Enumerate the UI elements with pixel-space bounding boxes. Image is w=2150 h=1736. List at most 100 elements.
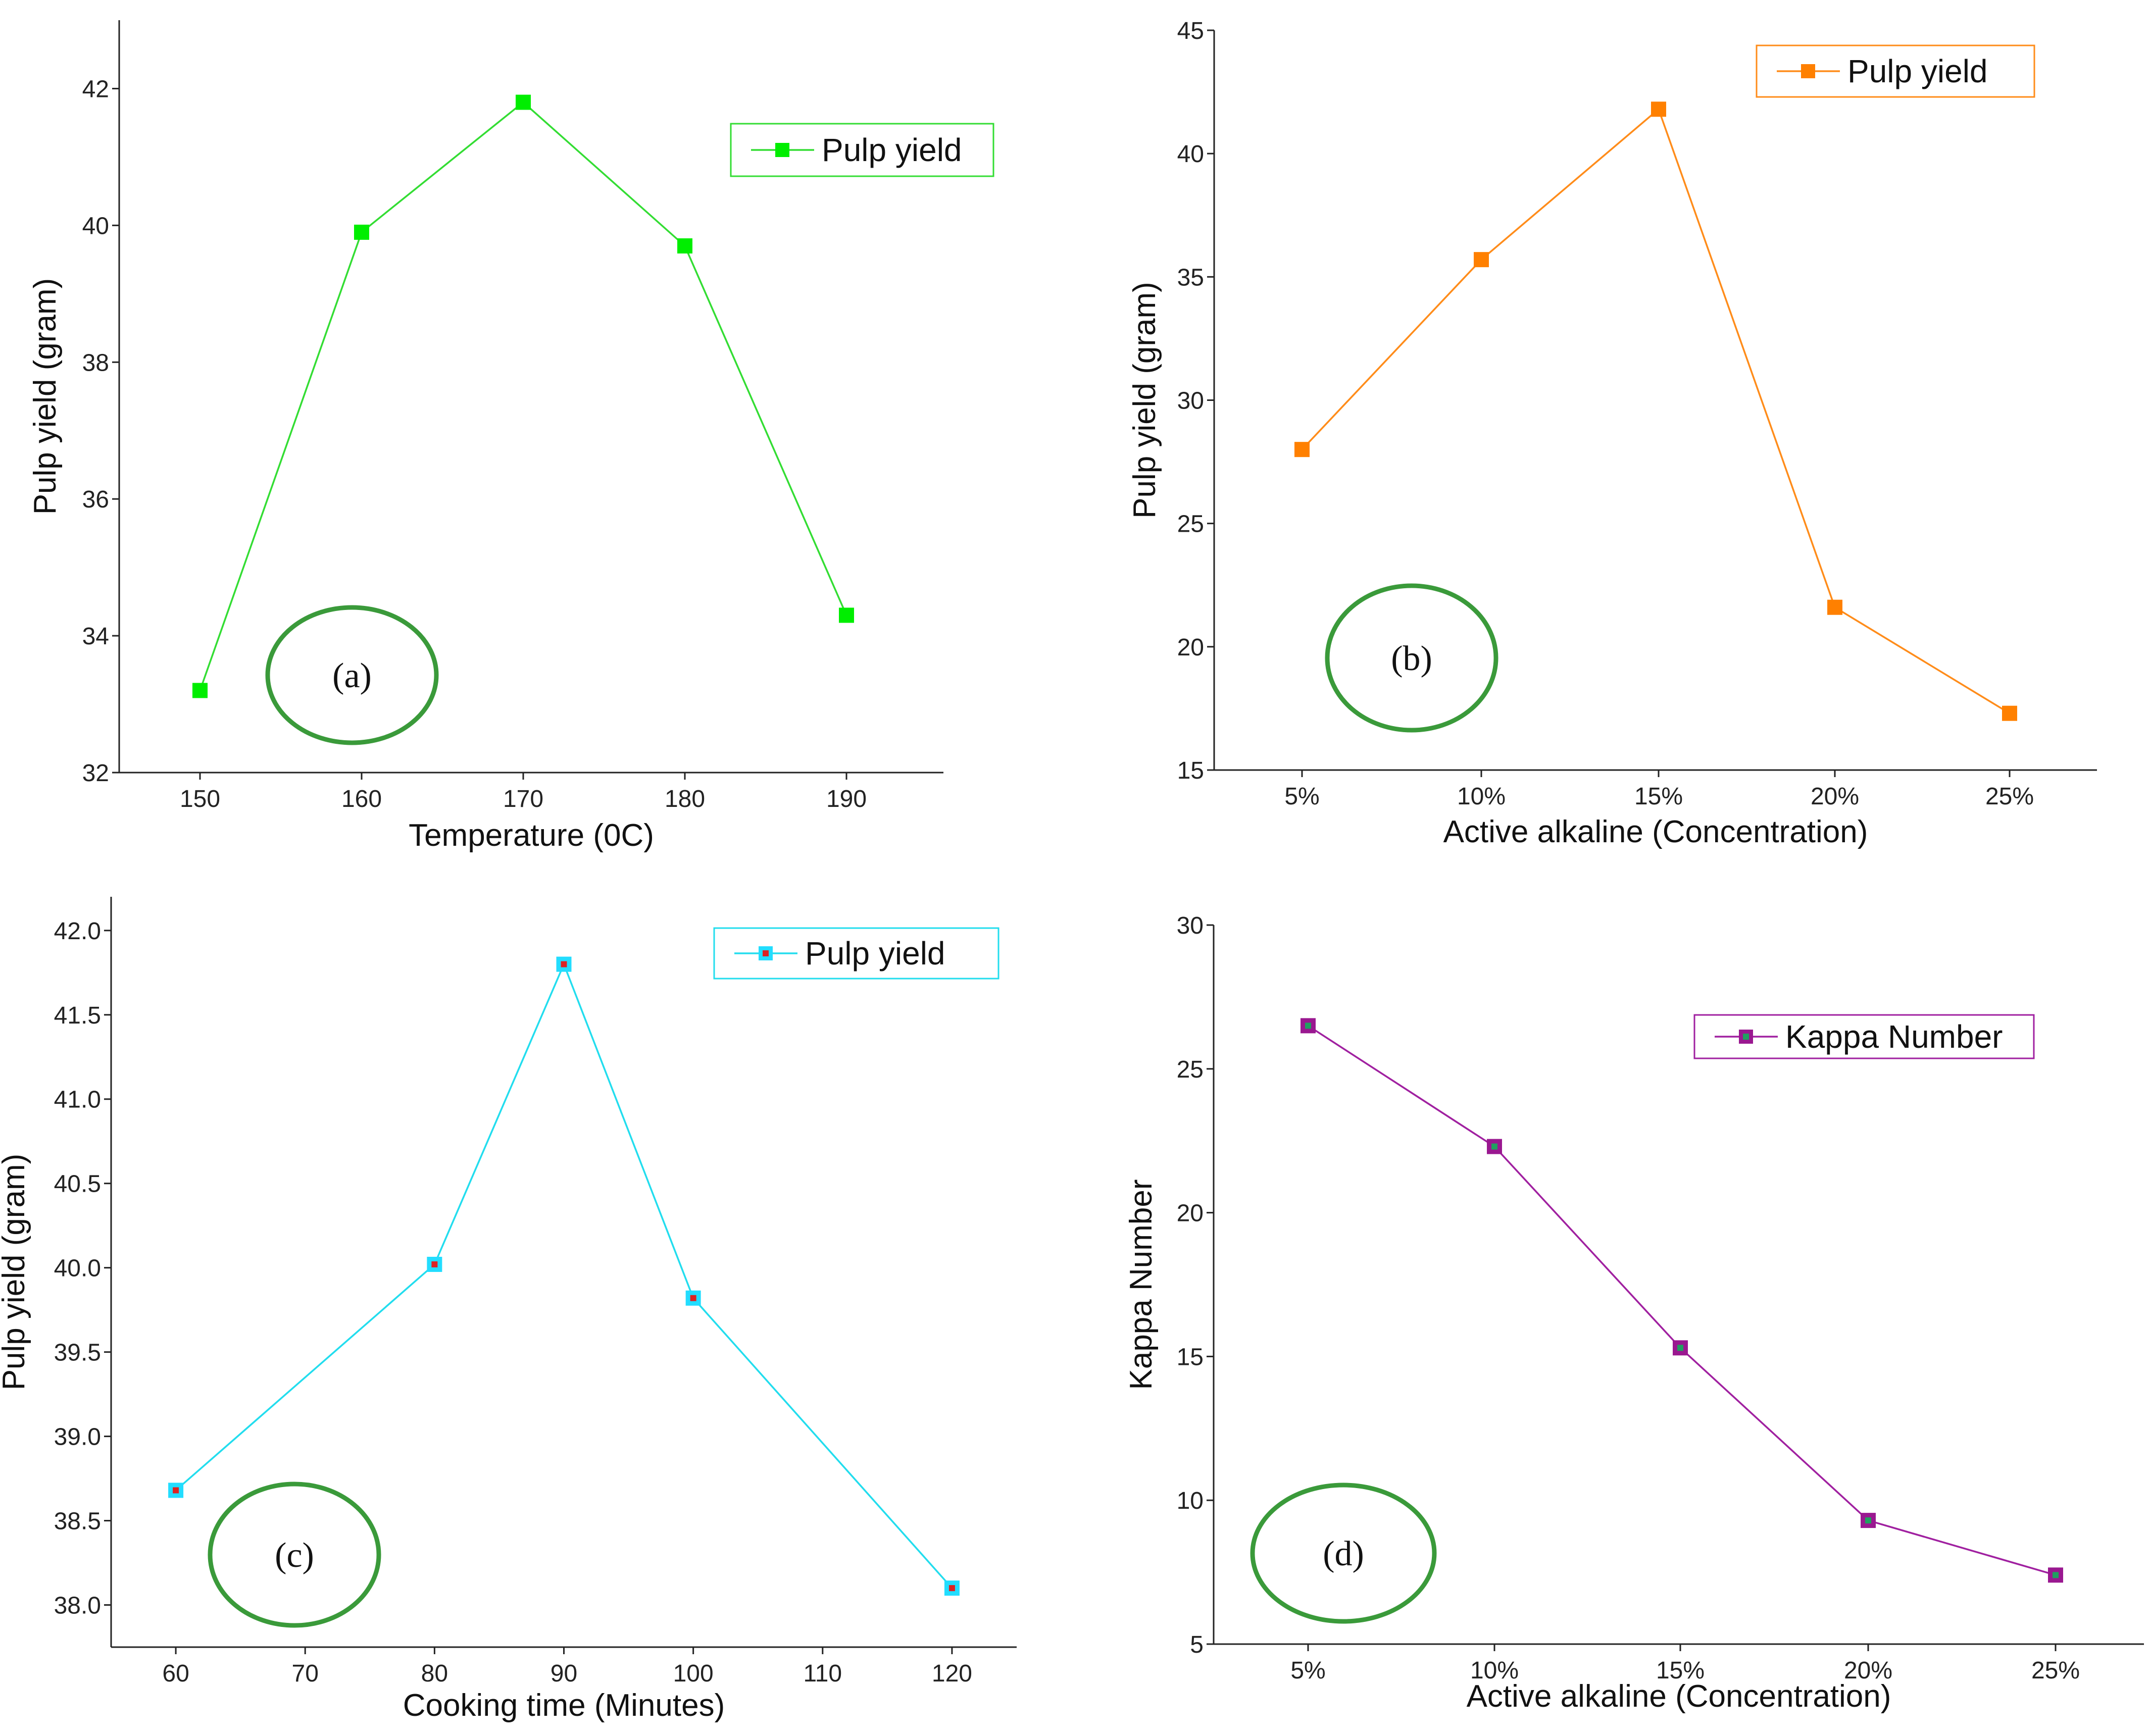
y-tick-label: 38.5 (54, 1508, 101, 1535)
data-point-marker-core (561, 961, 567, 967)
legend-marker-swatch (1801, 64, 1815, 78)
legend: Pulp yield (713, 927, 999, 980)
x-tick-label: 80 (421, 1660, 448, 1687)
x-tick-label: 60 (162, 1660, 189, 1687)
data-point-marker-core (2053, 1572, 2059, 1578)
data-point-marker-core (1677, 1345, 1683, 1351)
y-axis-label: Pulp yield (gram) (0, 1154, 31, 1391)
legend-marker-core (1743, 1034, 1749, 1040)
x-tick-label: 120 (932, 1660, 972, 1687)
panel-label: (a) (332, 656, 372, 695)
legend-box (1756, 44, 2035, 98)
panel-label: (b) (1391, 639, 1432, 678)
legend-marker-core (763, 950, 769, 956)
data-point-marker-core (431, 1261, 438, 1267)
y-tick-label: 39.5 (54, 1340, 101, 1366)
y-axis-label: Pulp yield (gram) (1127, 282, 1162, 519)
x-axis-label: Cooking time (Minutes) (403, 1688, 725, 1723)
data-point-marker (1651, 101, 1666, 117)
x-tick-label: 150 (180, 786, 220, 812)
data-point-marker-core (1865, 1517, 1871, 1524)
panel-label-circle (208, 1482, 381, 1628)
legend-label: Kappa Number (1785, 1018, 2003, 1055)
x-tick-label: 5% (1284, 783, 1319, 810)
chart-panel-2: 15 20 25 30 35 40 45 5% 10% 15% 20% 25% Active alkal… (1127, 18, 2097, 849)
y-tick-label: 20 (1177, 634, 1204, 661)
y-tick-label: 40 (82, 213, 109, 239)
panel-label-circle (265, 605, 439, 745)
data-point-marker-core (1305, 1023, 1311, 1029)
chart-panel-3: 38.0 38.5 39.0 39.5 40.0 40.5 41.0 41.5 42.0 60 70… (0, 897, 1017, 1723)
data-point-marker-core (1491, 1143, 1497, 1150)
y-axis-label: Kappa Number (1124, 1179, 1159, 1390)
x-tick-label: 160 (341, 786, 382, 812)
data-point-marker (839, 607, 854, 623)
panel-label: (c) (275, 1536, 314, 1575)
x-axis-label: Active alkaline (Concentration) (1467, 1679, 1891, 1714)
y-tick-label: 30 (1177, 388, 1204, 415)
y-axis-label: Pulp yield (gram) (28, 278, 63, 515)
x-tick-label: 10% (1457, 783, 1506, 810)
data-point-marker-core (948, 1585, 955, 1592)
x-tick-label: 190 (826, 786, 867, 812)
x-tick-label: 25% (2031, 1657, 2080, 1684)
y-tick-label: 42.0 (54, 918, 101, 945)
y-tick-label: 39.0 (54, 1424, 101, 1451)
legend-label: Pulp yield (1847, 53, 1988, 89)
x-tick-label: 110 (804, 1660, 842, 1687)
x-tick-label: 5% (1290, 1657, 1325, 1684)
legend: Kappa Number (1693, 1014, 2035, 1059)
x-tick-label: 170 (503, 786, 543, 812)
data-point-marker (2002, 705, 2017, 721)
data-point-marker (1474, 252, 1489, 268)
y-tick-label: 38.0 (54, 1593, 101, 1619)
x-tick-label: 15% (1656, 1657, 1705, 1684)
legend-label: Pulp yield (805, 935, 945, 972)
panel-label-circle (1325, 583, 1498, 733)
series-line (199, 101, 847, 691)
y-tick-label: 25 (1177, 511, 1204, 538)
y-tick-label: 32 (82, 760, 109, 787)
x-tick-label: 100 (673, 1660, 714, 1687)
y-tick-label: 41.0 (54, 1087, 101, 1113)
y-tick-label: 5 (1190, 1631, 1204, 1658)
y-tick-label: 41.5 (54, 1002, 101, 1029)
y-tick-label: 40.0 (54, 1255, 101, 1282)
x-axis-label: Temperature (0C) (409, 818, 654, 853)
x-tick-label: 70 (292, 1660, 319, 1687)
data-point-marker (516, 94, 531, 110)
x-tick-label: 90 (551, 1660, 577, 1687)
y-tick-label: 45 (1177, 18, 1204, 44)
y-tick-label: 20 (1177, 1200, 1204, 1227)
series-line (1301, 108, 2010, 714)
x-tick-label: 15% (1634, 783, 1683, 810)
legend-label: Pulp yield (822, 132, 962, 168)
y-tick-label: 25 (1177, 1056, 1204, 1083)
data-point-marker (677, 238, 692, 253)
x-tick-label: 25% (1985, 783, 2034, 810)
x-tick-label: 20% (1844, 1657, 1892, 1684)
y-tick-label: 30 (1177, 912, 1204, 939)
x-tick-label: 180 (665, 786, 705, 812)
y-tick-label: 10 (1177, 1488, 1204, 1514)
y-tick-label: 35 (1177, 264, 1204, 291)
y-tick-label: 15 (1177, 757, 1204, 784)
data-point-marker (1827, 599, 1842, 615)
x-axis-label: Active alkaline (Concentration) (1443, 814, 1868, 849)
y-tick-label: 34 (82, 623, 109, 650)
series-line (1308, 1025, 2056, 1576)
legend: Pulp yield (1756, 44, 2035, 98)
panel-label-circle (1250, 1483, 1437, 1624)
y-tick-label: 40 (1177, 141, 1204, 168)
legend-marker-swatch (775, 143, 789, 157)
chart-panel-4: 5 10 15 20 25 30 5% 10% 15% 20% 25% Active alkaline… (1124, 912, 2144, 1714)
data-point-marker (354, 224, 369, 240)
data-point-marker (192, 683, 208, 698)
y-tick-label: 15 (1177, 1344, 1204, 1370)
legend: Pulp yield (730, 123, 994, 177)
data-point-marker-core (690, 1295, 696, 1301)
y-tick-label: 40.5 (54, 1171, 101, 1198)
panel-label: (d) (1323, 1535, 1364, 1573)
y-tick-label: 42 (82, 76, 109, 103)
